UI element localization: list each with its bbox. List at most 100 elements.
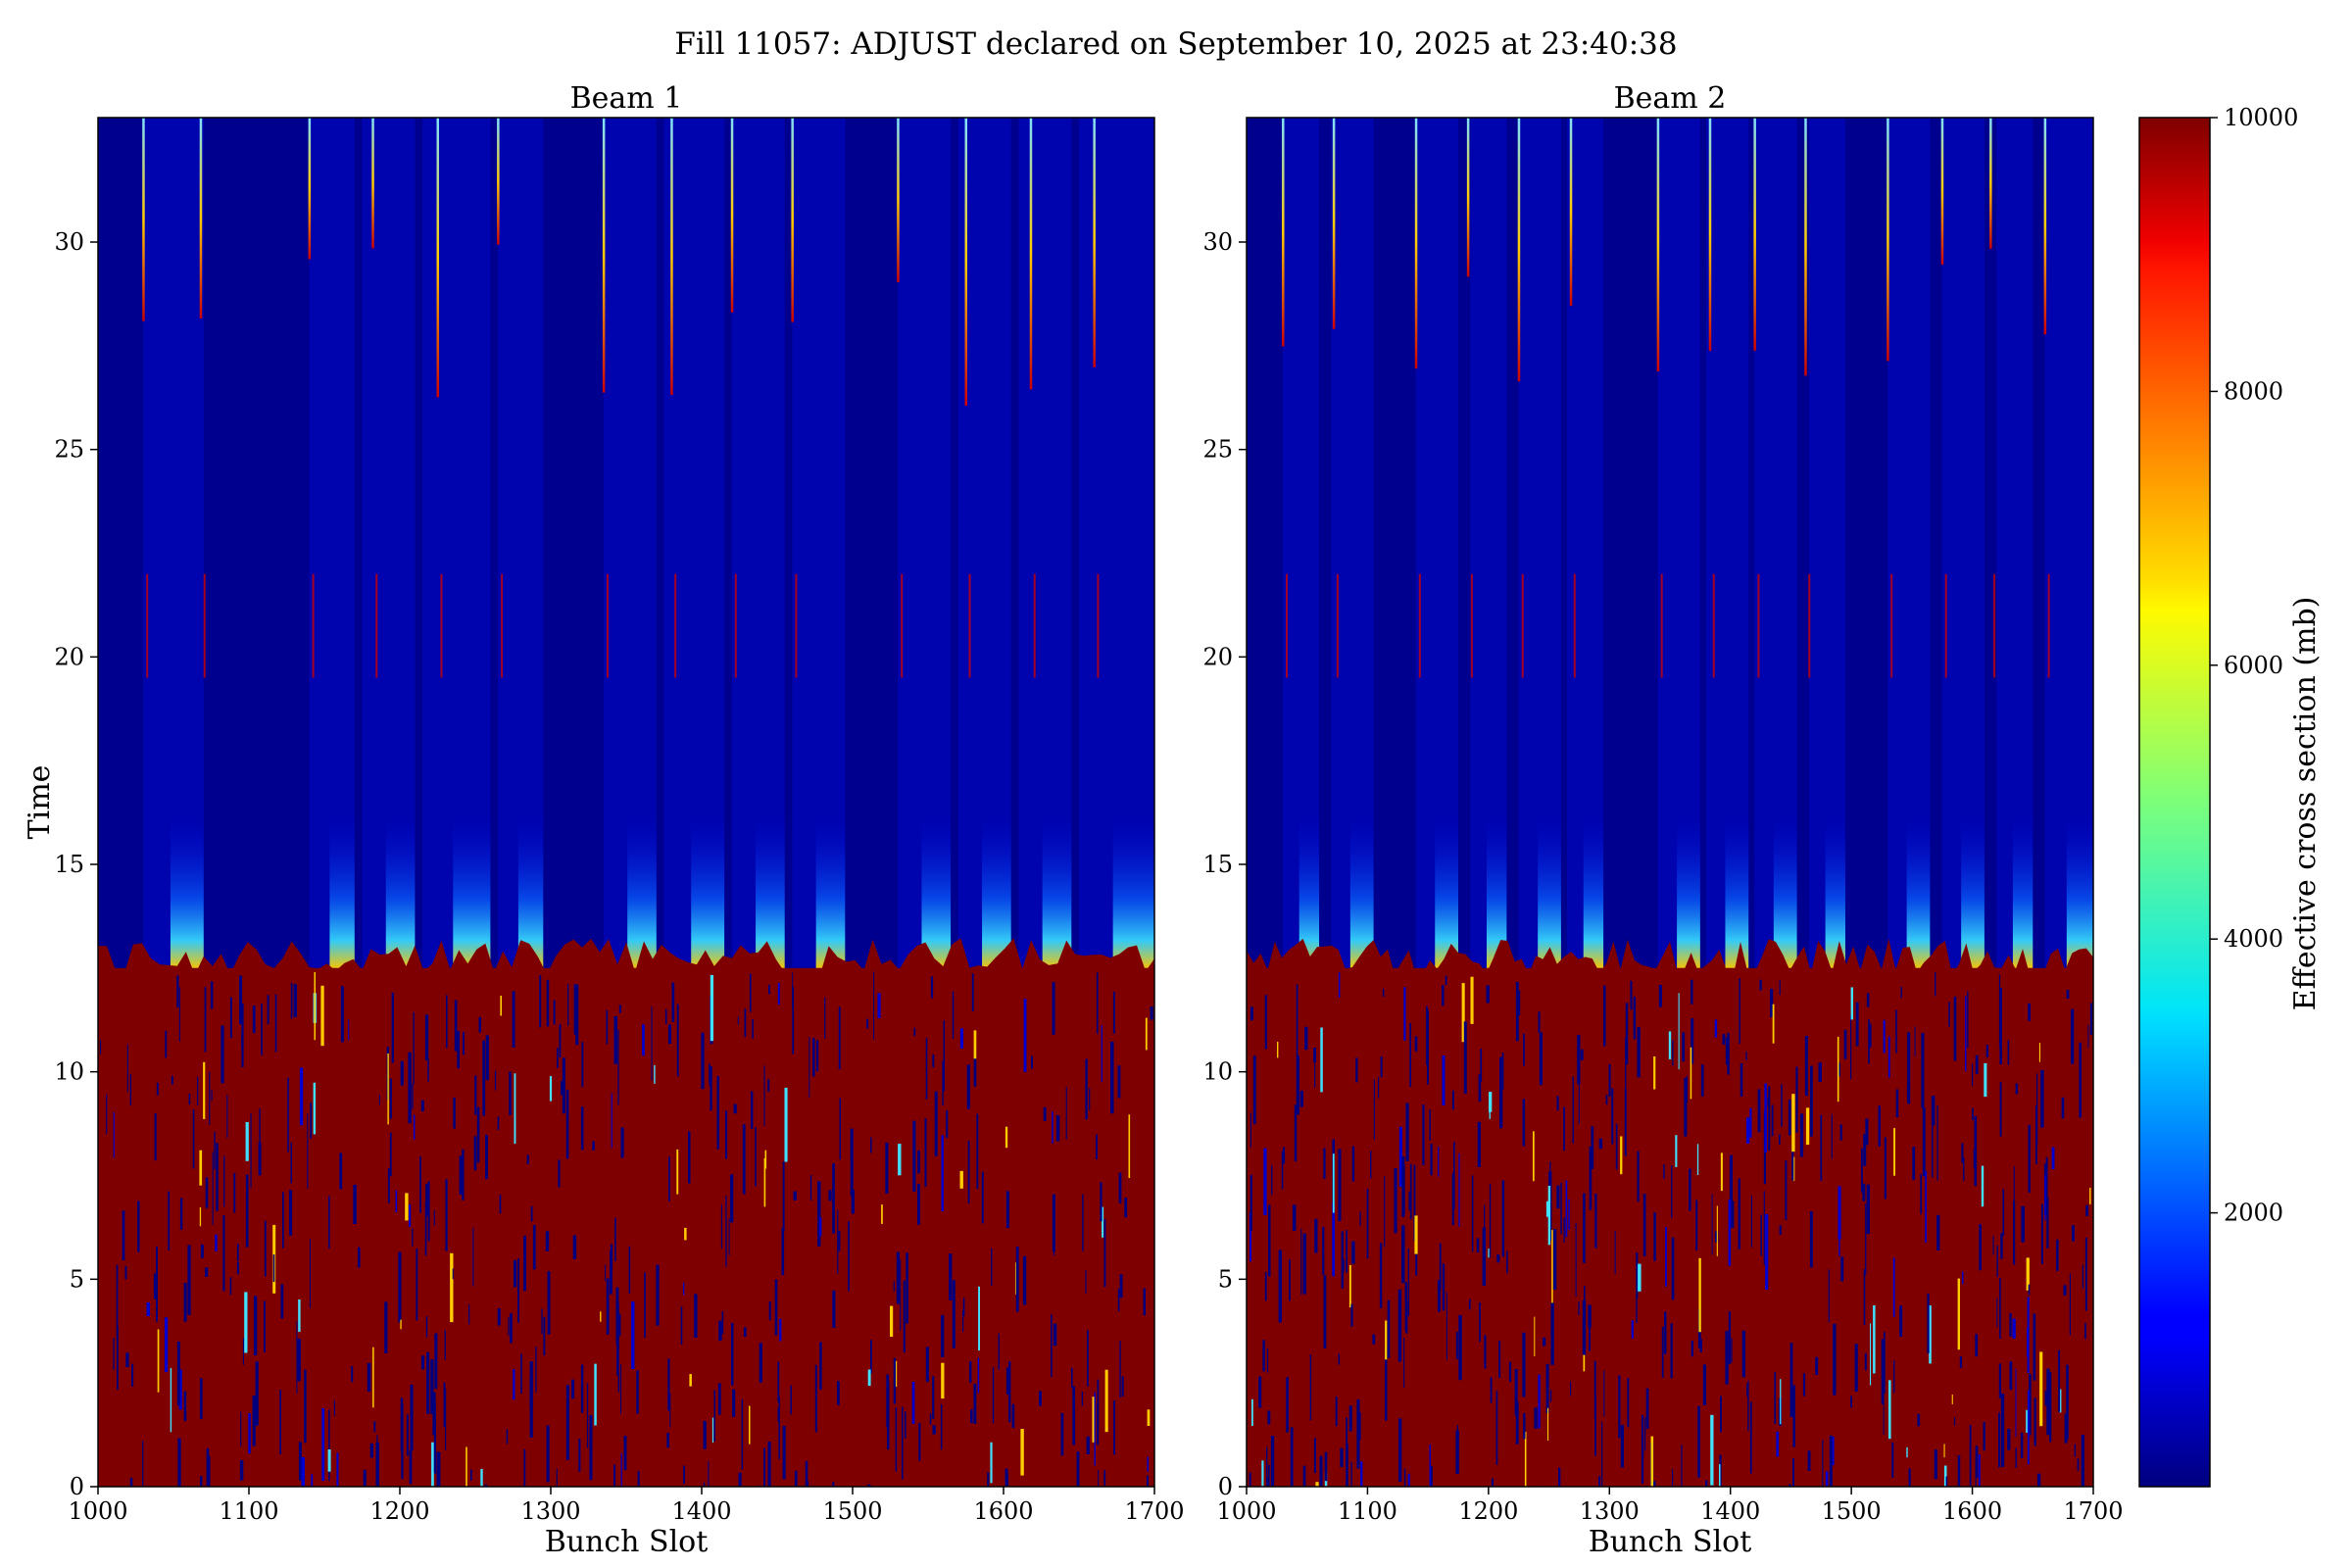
noise-streak [2061,1097,2065,1119]
noise-streak [514,1073,516,1145]
noise-streak [333,1399,335,1417]
axes-frame [97,117,1155,1488]
noise-streak [179,1198,183,1230]
noise-streak [1117,1288,1120,1312]
x-tick-label: 1400 [671,1497,731,1525]
noise-streak [1645,1388,1649,1430]
noise-streak [478,1016,481,1033]
y-tick-label: 0 [1218,1473,1233,1500]
noise-streak [1119,1341,1121,1398]
noise-streak [1076,1451,1080,1487]
noise-streak [137,1200,140,1252]
x-tick-label: 1000 [68,1497,127,1525]
noise-streak [1767,1097,1769,1106]
noise-streak [1731,1200,1735,1228]
bunch-streak [375,573,378,678]
noise-streak [1705,1480,1708,1487]
noise-streak [1972,1107,1974,1120]
noise-streak [942,1060,944,1106]
noise-streak [290,1142,292,1184]
noise-streak [1524,1432,1527,1487]
bunch-streak [1418,573,1421,678]
noise-streak [1588,1304,1592,1328]
noise-streak [549,1076,553,1102]
noise-streak [932,1376,935,1419]
noise-streak [420,1100,424,1111]
noise-streak [2007,1429,2011,1450]
noise-streak [106,1094,108,1135]
noise-streak [1534,1407,1538,1430]
x-tick-label: 1200 [369,1497,429,1525]
noise-streak [1828,1269,1830,1323]
noise-streak [1791,1144,1794,1181]
noise-streak [1907,1032,1911,1104]
noise-streak [1304,1026,1308,1051]
noise-streak [1710,1414,1714,1486]
noise-streak [1908,1468,1911,1487]
noise-streak [1250,1175,1252,1231]
noise-streak [713,1390,715,1442]
noise-streak [430,1359,434,1414]
noise-streak [1906,1446,1908,1458]
x-axis-label: Bunch Slot [1589,1525,1752,1559]
noise-streak [1089,1088,1091,1110]
train-glow [1583,814,1604,968]
noise-streak [1750,1195,1752,1248]
noise-streak [689,1374,692,1387]
noise-streak [962,1310,964,1332]
noise-streak [535,1347,537,1393]
noise-streak [187,1245,191,1315]
bunch-streak [1890,573,1893,678]
noise-streak [1770,989,1774,1017]
noise-streak [297,1338,301,1382]
x-axis-label: Bunch Slot [545,1525,709,1559]
noise-streak [2000,1394,2005,1467]
y-tick-label: 5 [1218,1265,1233,1293]
noise-streak [1468,1298,1471,1310]
noise-streak [998,1333,1000,1370]
noise-streak [738,1472,742,1487]
noise-streak [1957,1278,1960,1350]
bunch-streak [1097,573,1100,678]
noise-streak [177,1438,181,1487]
noise-streak [1675,1135,1678,1167]
noise-streak [1631,1320,1634,1339]
noise-streak [1757,1089,1761,1133]
noise-streak [413,1114,416,1140]
noise-streak [1271,1164,1273,1196]
noise-streak [1598,1138,1603,1150]
bunch-streak [497,118,500,245]
noise-streak [1605,1095,1608,1105]
noise-streak [1936,1214,1940,1250]
noise-streak [1843,1029,1847,1059]
noise-streak [962,1298,965,1316]
train-glow [1773,814,1797,968]
noise-streak [1479,1302,1481,1343]
noise-streak [1802,1373,1806,1396]
x-tick-label: 1700 [2063,1497,2123,1525]
noise-streak [1043,1106,1047,1121]
noise-streak [763,1447,766,1487]
noise-streak [241,1003,244,1067]
bunch-streak [606,573,609,678]
noise-streak [178,1369,182,1410]
noise-streak [716,1076,719,1150]
noise-streak [1620,1425,1624,1468]
noise-streak [1695,1200,1698,1250]
noise-streak [508,1317,510,1337]
noise-streak [731,1322,734,1386]
noise-streak [600,1311,602,1322]
bunch-streak [1656,118,1660,372]
noise-streak [473,1136,477,1171]
noise-streak [925,1347,929,1383]
noise-streak [792,986,795,1054]
noise-streak [1549,1390,1552,1402]
noise-streak [2021,1205,2025,1243]
noise-streak [838,1006,841,1070]
noise-streak [571,1379,575,1399]
noise-streak [1382,988,1385,998]
noise-streak [1556,1096,1559,1111]
noise-streak [1506,1250,1508,1274]
noise-streak [1499,1056,1503,1129]
